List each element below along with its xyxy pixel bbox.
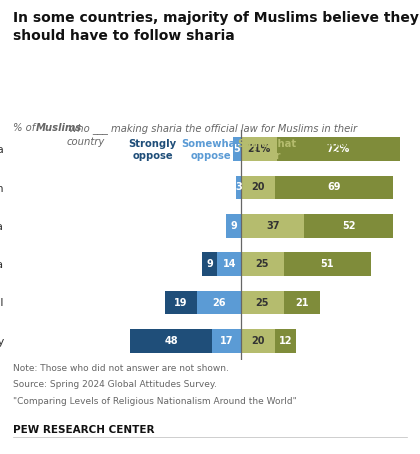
Text: Source: Spring 2024 Global Attitudes Survey.: Source: Spring 2024 Global Attitudes Sur… <box>13 380 216 390</box>
Text: Somewhat
oppose: Somewhat oppose <box>181 139 240 161</box>
Text: In some countries, majority of Muslims believe they
should have to follow sharia: In some countries, majority of Muslims b… <box>13 11 418 43</box>
Text: Strongly
oppose: Strongly oppose <box>129 139 177 161</box>
Text: 21%: 21% <box>247 144 271 154</box>
Bar <box>241 329 275 353</box>
Text: 12: 12 <box>279 336 292 346</box>
Bar <box>241 291 284 314</box>
Bar <box>241 252 284 276</box>
Text: 69: 69 <box>327 183 341 192</box>
Text: 20: 20 <box>252 336 265 346</box>
Bar <box>217 252 241 276</box>
Text: 9: 9 <box>230 221 237 231</box>
Text: Somewhat
favor: Somewhat favor <box>237 139 297 161</box>
Text: 37: 37 <box>266 221 279 231</box>
Text: 3: 3 <box>235 183 242 192</box>
Bar <box>284 291 320 314</box>
Text: "Comparing Levels of Religious Nationalism Around the World": "Comparing Levels of Religious Nationali… <box>13 397 297 406</box>
Text: % of: % of <box>13 123 38 133</box>
Text: Note: Those who did not answer are not shown.: Note: Those who did not answer are not s… <box>13 364 228 373</box>
Text: 20: 20 <box>252 183 265 192</box>
Bar <box>275 176 393 199</box>
Text: 51: 51 <box>320 259 334 269</box>
Bar <box>275 329 296 353</box>
Text: 25: 25 <box>256 259 269 269</box>
Bar <box>165 291 197 314</box>
Text: 5: 5 <box>234 144 240 154</box>
Bar <box>131 329 212 353</box>
Text: 25: 25 <box>256 297 269 307</box>
Text: 26: 26 <box>212 297 226 307</box>
Bar <box>284 252 371 276</box>
Bar <box>226 214 241 238</box>
Text: 21: 21 <box>295 297 308 307</box>
Bar <box>212 329 241 353</box>
Bar <box>241 214 304 238</box>
Text: 14: 14 <box>223 259 236 269</box>
Text: 19: 19 <box>174 297 187 307</box>
Bar <box>233 137 241 161</box>
Text: 9: 9 <box>206 259 213 269</box>
Bar <box>241 137 277 161</box>
Bar <box>236 176 241 199</box>
Text: who ___ making sharia the official law for Muslims in their
country: who ___ making sharia the official law f… <box>66 123 357 147</box>
Text: PEW RESEARCH CENTER: PEW RESEARCH CENTER <box>13 425 154 435</box>
Text: Muslims: Muslims <box>36 123 82 133</box>
Bar <box>277 137 400 161</box>
Text: Strongly
favor: Strongly favor <box>323 139 371 161</box>
Bar <box>202 252 217 276</box>
Bar <box>304 214 393 238</box>
Bar <box>197 291 241 314</box>
Bar <box>241 176 275 199</box>
Text: 48: 48 <box>165 336 178 346</box>
Text: 72%: 72% <box>327 144 350 154</box>
Text: 52: 52 <box>342 221 355 231</box>
Text: 17: 17 <box>220 336 234 346</box>
